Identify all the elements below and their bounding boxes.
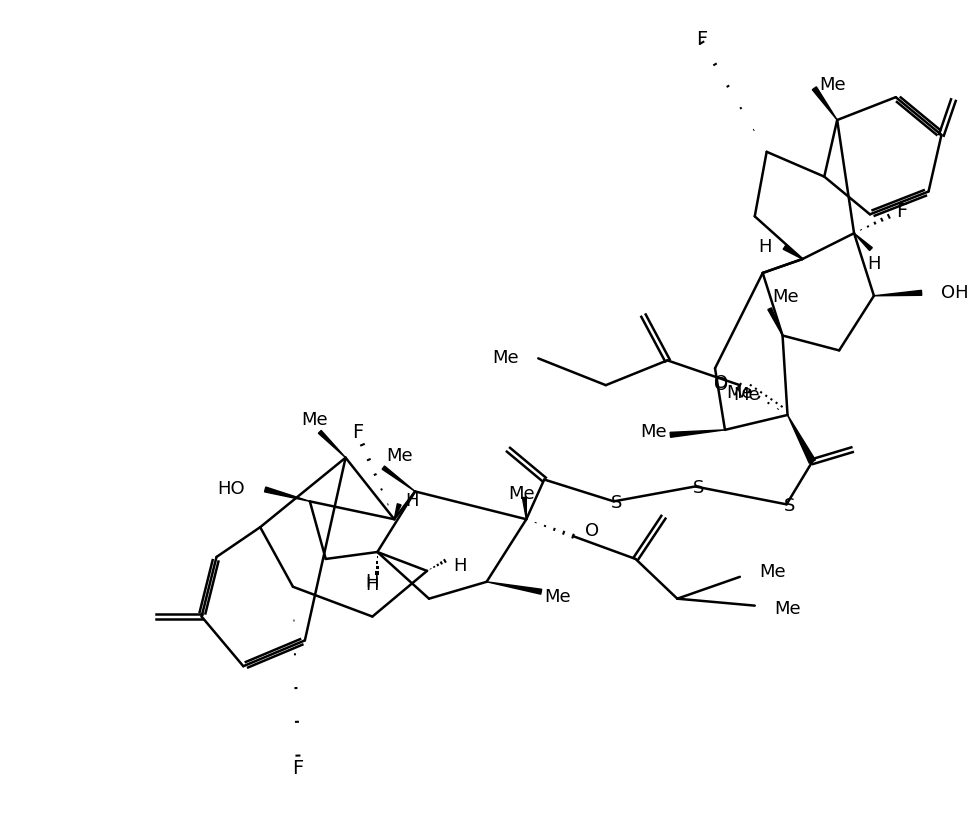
Text: F: F (293, 759, 303, 778)
Text: H: H (365, 576, 379, 594)
Polygon shape (264, 487, 310, 501)
Text: Me: Me (301, 411, 329, 429)
Polygon shape (522, 497, 527, 519)
Text: H: H (365, 572, 379, 590)
Text: F: F (697, 30, 708, 49)
Text: O: O (585, 523, 599, 541)
Text: Me: Me (819, 76, 846, 94)
Text: F: F (352, 423, 364, 442)
Text: HO: HO (218, 481, 245, 499)
Text: O: O (713, 374, 728, 392)
Polygon shape (787, 415, 816, 464)
Text: O: O (713, 376, 728, 394)
Text: Me: Me (492, 350, 518, 368)
Polygon shape (768, 308, 782, 336)
Text: Me: Me (386, 446, 413, 464)
Text: S: S (611, 495, 622, 513)
Polygon shape (813, 87, 837, 120)
Text: Me: Me (760, 563, 786, 581)
Polygon shape (487, 581, 541, 594)
Text: Me: Me (641, 423, 668, 441)
Text: OH: OH (942, 284, 969, 302)
Polygon shape (874, 290, 921, 296)
Text: Me: Me (733, 386, 760, 404)
Text: Me: Me (775, 600, 801, 618)
Text: H: H (758, 238, 772, 256)
Polygon shape (854, 233, 872, 251)
Polygon shape (382, 466, 415, 491)
Text: Me: Me (773, 287, 799, 305)
Polygon shape (783, 245, 803, 259)
Text: H: H (405, 492, 419, 510)
Text: S: S (783, 497, 795, 515)
Text: S: S (692, 479, 704, 497)
Polygon shape (319, 431, 346, 458)
Text: F: F (896, 201, 907, 221)
Polygon shape (395, 504, 401, 519)
Polygon shape (670, 430, 725, 437)
Text: Me: Me (508, 486, 535, 504)
Text: Me: Me (544, 588, 571, 606)
Text: H: H (867, 255, 881, 273)
Text: H: H (453, 557, 467, 575)
Text: Me: Me (726, 384, 752, 402)
